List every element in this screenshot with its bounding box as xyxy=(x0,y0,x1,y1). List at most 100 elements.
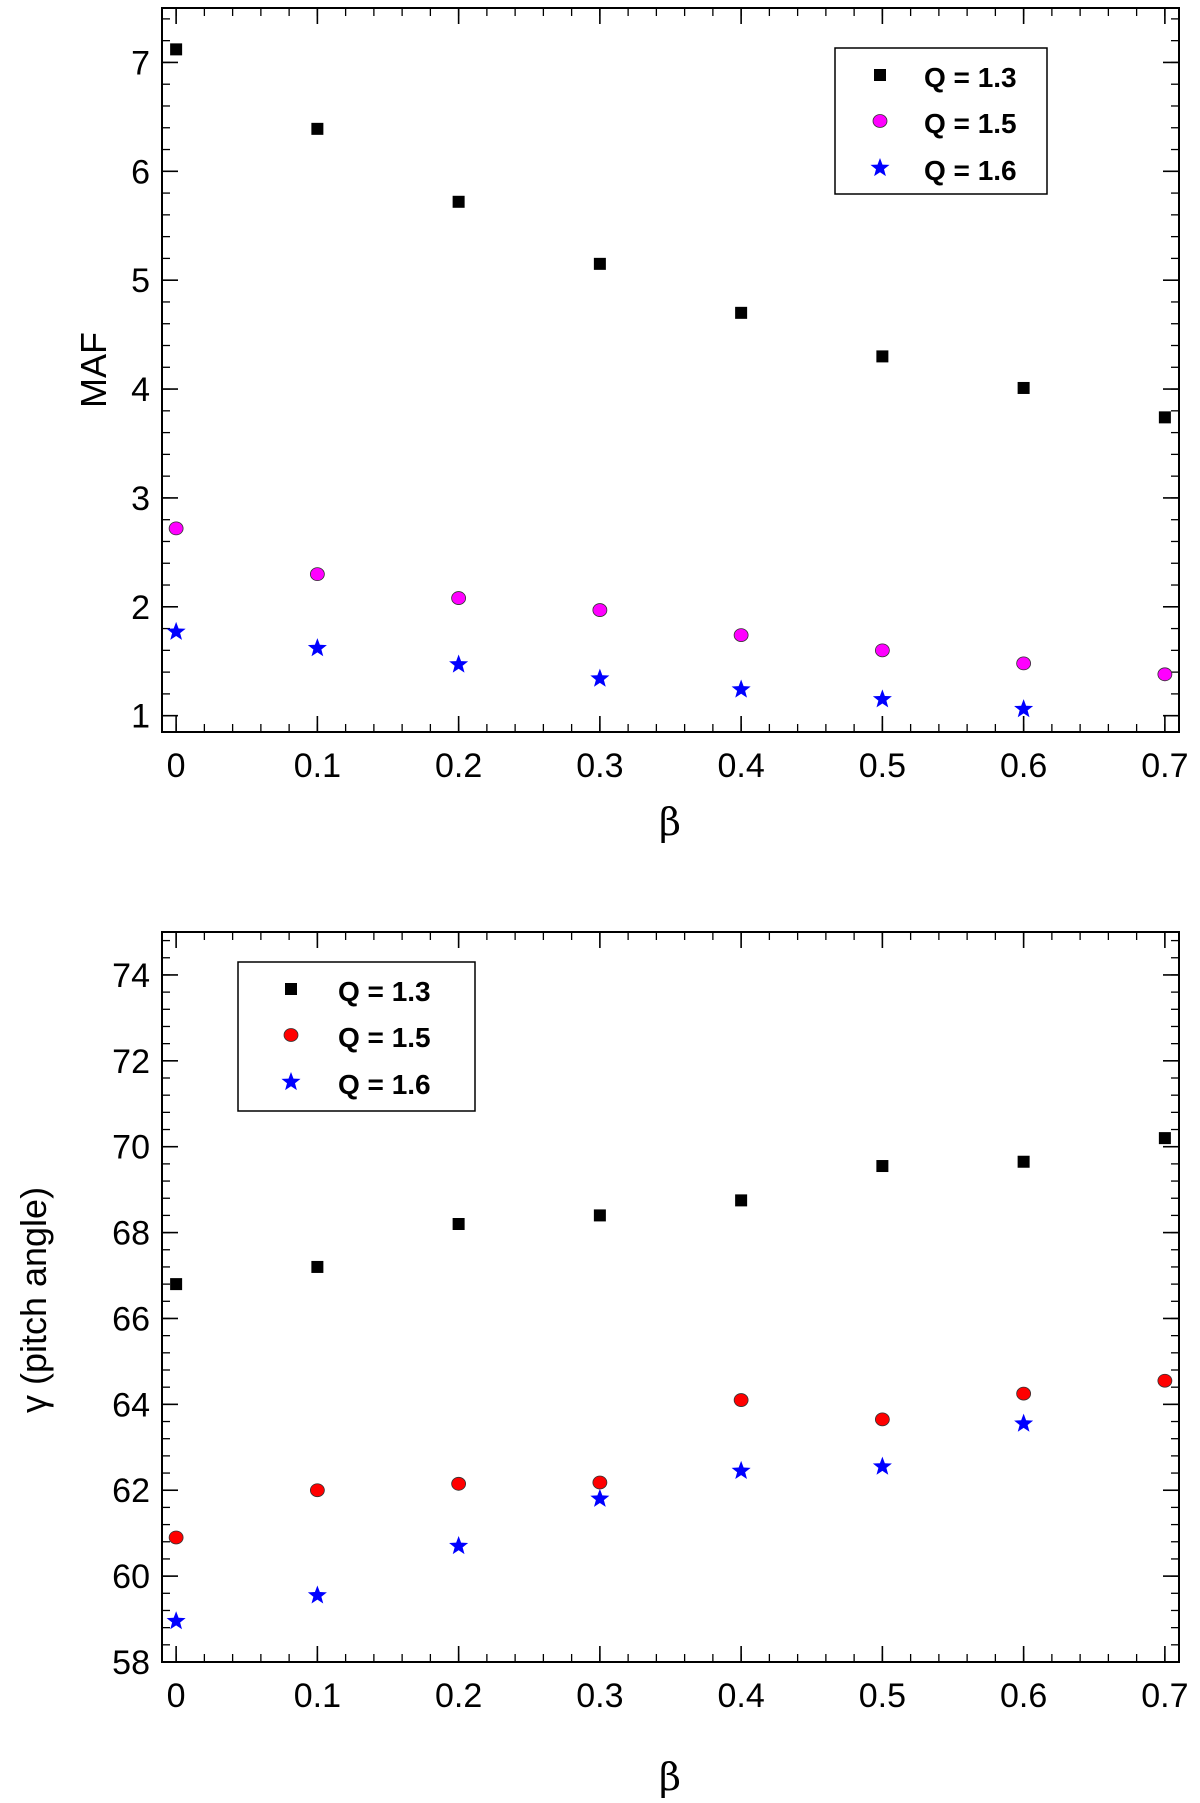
pitch-series-1 xyxy=(170,1132,1171,1291)
pitch-point xyxy=(170,1278,183,1291)
maf-series-2 xyxy=(168,521,1173,682)
maf-chart: 0 0.1 0.2 0.3 0.4 0.5 0.6 0.7 1 2 3 4 5 6 7 β MAF Q =… xyxy=(73,7,1189,844)
pitch-point xyxy=(449,1536,469,1555)
pitch-point xyxy=(1158,1132,1171,1145)
pitch-legend-marker-2 xyxy=(283,1028,299,1042)
maf-y-tick-label: 1 xyxy=(131,698,150,736)
maf-y-tick-label: 6 xyxy=(131,153,150,191)
pitch-point xyxy=(733,1393,749,1407)
maf-point xyxy=(733,628,749,643)
pitch-major-ticks xyxy=(162,932,1179,1663)
maf-point xyxy=(731,679,751,698)
maf-point xyxy=(309,567,325,582)
pitch-y-tick-label: 70 xyxy=(112,1129,150,1167)
maf-point xyxy=(449,654,469,673)
maf-point xyxy=(170,43,183,56)
pitch-legend: Q = 1.3 Q = 1.5 Q = 1.6 xyxy=(237,961,476,1112)
maf-y-tick-label: 3 xyxy=(131,480,150,518)
pitch-legend-label-q15: Q = 1.5 xyxy=(338,1022,431,1053)
maf-y-axis-title: MAF xyxy=(73,332,114,408)
maf-point xyxy=(166,621,186,640)
maf-point xyxy=(735,306,748,319)
pitch-x-tick-label: 0.7 xyxy=(1141,1677,1188,1715)
pitch-point xyxy=(1016,1386,1032,1401)
pitch-point xyxy=(872,1456,892,1475)
pitch-x-tick-label: 0.1 xyxy=(294,1677,341,1715)
pitch-point xyxy=(731,1460,751,1479)
pitch-y-axis-title: γ (pitch angle) xyxy=(13,1187,54,1413)
maf-x-tick-label: 0.6 xyxy=(1000,747,1047,785)
pitch-point xyxy=(452,1218,465,1230)
pitch-y-tick-label: 64 xyxy=(112,1386,150,1424)
maf-point xyxy=(590,668,610,687)
maf-point xyxy=(876,350,889,363)
pitch-x-axis-title: β xyxy=(659,1755,681,1799)
maf-point xyxy=(168,521,184,536)
maf-y-tick-label: 4 xyxy=(131,371,150,409)
pitch-y-tick-label: 68 xyxy=(112,1215,150,1253)
maf-x-tick-labels: 0 0.1 0.2 0.3 0.4 0.5 0.6 0.7 xyxy=(167,747,1189,785)
pitch-x-tick-label: 0 xyxy=(167,1677,186,1715)
maf-point xyxy=(1158,411,1171,424)
maf-major-ticks xyxy=(162,8,1179,732)
maf-legend-marker-1 xyxy=(874,69,886,81)
pitch-x-tick-labels: 0 0.1 0.2 0.3 0.4 0.5 0.6 0.7 xyxy=(167,1677,1189,1715)
maf-y-tick-label: 5 xyxy=(131,262,150,300)
maf-point xyxy=(874,643,890,658)
maf-x-tick-label: 0.7 xyxy=(1141,747,1188,785)
maf-legend-marker-2 xyxy=(872,114,888,128)
pitch-legend-label-q13: Q = 1.3 xyxy=(338,976,431,1007)
pitch-point xyxy=(1014,1413,1034,1432)
maf-y-tick-labels: 1 2 3 4 5 6 7 xyxy=(131,44,150,735)
maf-legend-label-q15: Q = 1.5 xyxy=(924,108,1017,139)
maf-x-tick-label: 0.2 xyxy=(435,747,482,785)
maf-legend-label-q13: Q = 1.3 xyxy=(924,62,1017,93)
maf-point xyxy=(593,257,606,270)
maf-point xyxy=(1014,699,1034,718)
maf-point xyxy=(1016,656,1032,671)
maf-series-3 xyxy=(166,621,1034,718)
maf-point xyxy=(451,591,467,605)
pitch-point xyxy=(307,1585,327,1604)
maf-point xyxy=(311,122,324,135)
pitch-legend-box xyxy=(237,961,476,1112)
pitch-point xyxy=(451,1476,467,1491)
pitch-point xyxy=(592,1475,608,1490)
pitch-y-tick-label: 58 xyxy=(112,1644,150,1682)
maf-point xyxy=(872,689,892,708)
maf-x-tick-label: 0.3 xyxy=(576,747,623,785)
maf-legend-box xyxy=(834,47,1048,195)
maf-x-tick-label: 0.4 xyxy=(717,747,764,785)
pitch-legend-marker-3 xyxy=(281,1072,301,1091)
pitch-series-3 xyxy=(166,1413,1034,1630)
pitch-point xyxy=(874,1412,890,1427)
pitch-x-tick-label: 0.2 xyxy=(435,1677,482,1715)
pitch-point xyxy=(309,1483,325,1498)
maf-point xyxy=(307,638,327,657)
pitch-legend-markers xyxy=(281,983,301,1091)
pitch-angle-chart: 0 0.1 0.2 0.3 0.4 0.5 0.6 0.7 58 60 62 64 66 68 70 72 7… xyxy=(13,931,1189,1799)
pitch-x-tick-label: 0.5 xyxy=(859,1677,906,1715)
maf-point xyxy=(1017,381,1030,394)
maf-point xyxy=(452,195,465,208)
maf-legend: Q = 1.3 Q = 1.5 Q = 1.6 xyxy=(834,47,1048,195)
pitch-x-tick-label: 0.3 xyxy=(576,1677,623,1715)
pitch-point xyxy=(166,1611,186,1630)
pitch-y-tick-labels: 58 60 62 64 66 68 70 72 74 xyxy=(112,957,150,1682)
maf-x-tick-label: 0.1 xyxy=(294,747,341,785)
maf-data-points xyxy=(166,43,1173,718)
maf-y-tick-label: 2 xyxy=(131,589,150,627)
maf-series-1 xyxy=(170,43,1171,424)
maf-legend-markers xyxy=(870,69,890,177)
maf-x-axis-title: β xyxy=(659,800,681,844)
pitch-y-tick-label: 72 xyxy=(112,1043,150,1081)
pitch-point xyxy=(590,1488,610,1507)
pitch-legend-marker-1 xyxy=(285,983,297,995)
pitch-point xyxy=(593,1209,606,1222)
pitch-point xyxy=(311,1260,324,1273)
pitch-data-points xyxy=(166,1132,1173,1630)
pitch-plot-frame xyxy=(161,931,1180,1663)
maf-x-tick-label: 0.5 xyxy=(859,747,906,785)
pitch-legend-label-q16: Q = 1.6 xyxy=(338,1069,431,1100)
